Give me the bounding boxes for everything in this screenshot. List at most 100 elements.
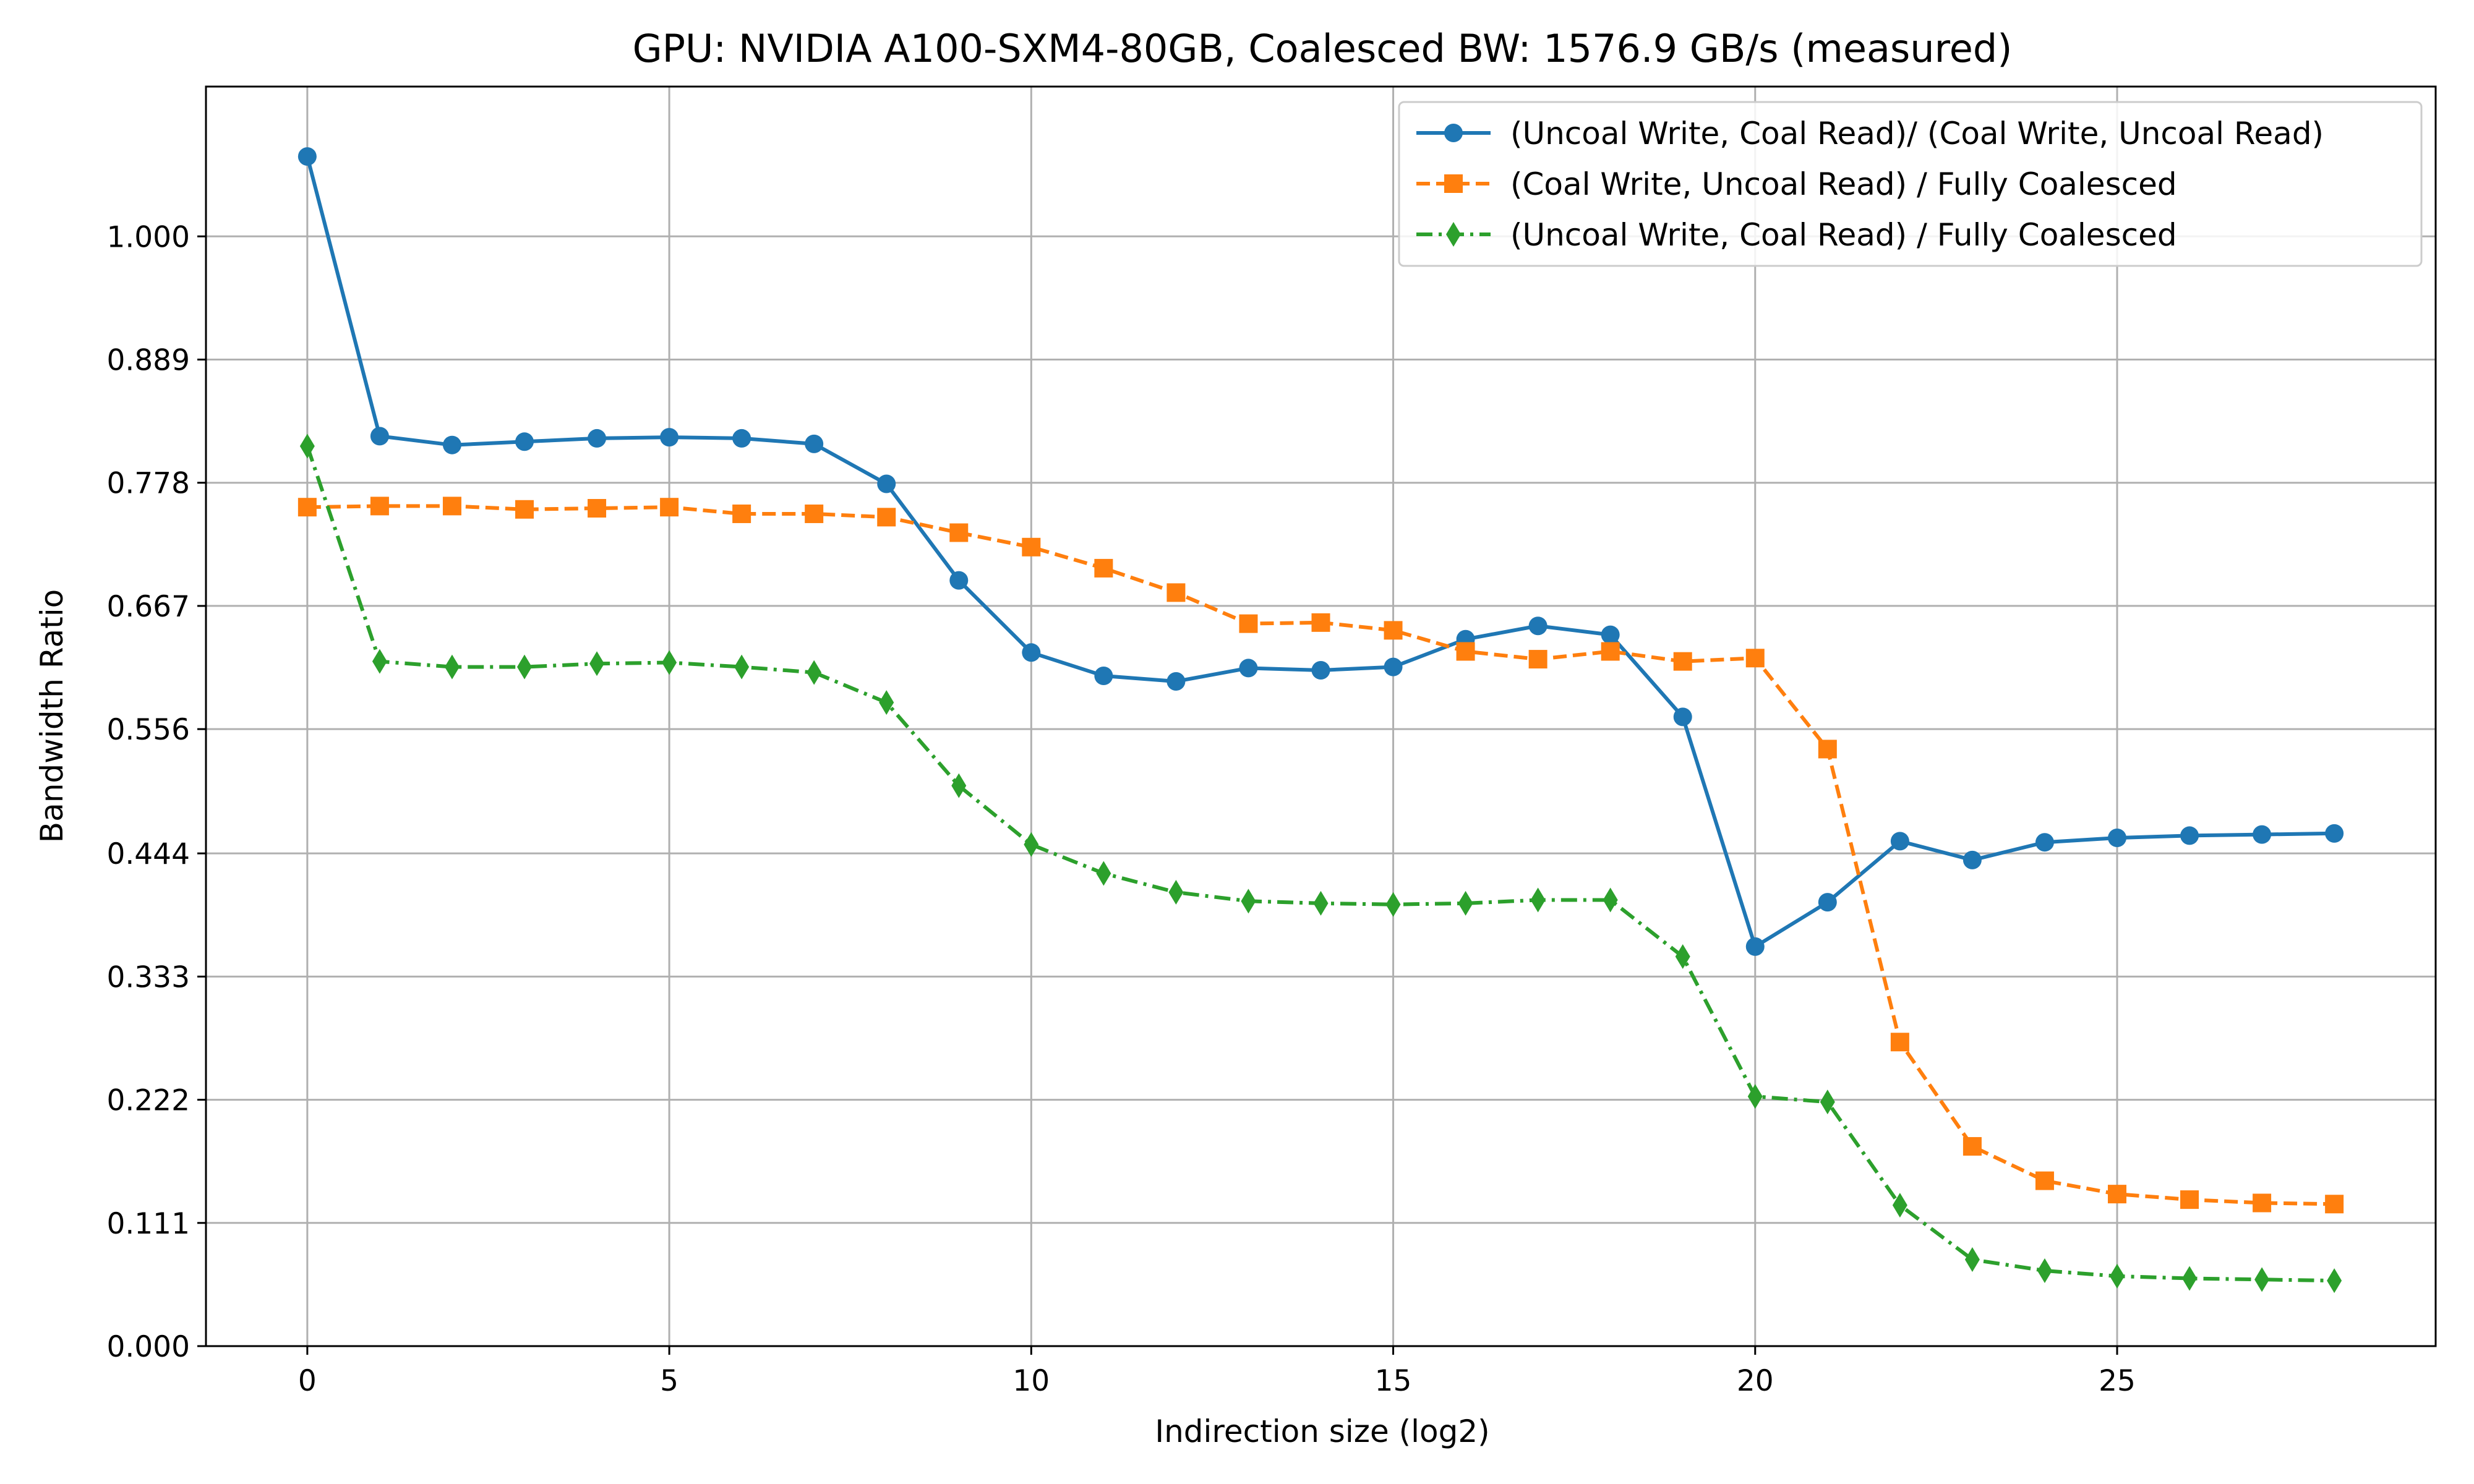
data-point	[2182, 1266, 2198, 1291]
data-point	[2110, 1263, 2125, 1289]
data-point	[1239, 614, 1258, 633]
data-point	[1820, 1090, 1835, 1115]
data-point	[949, 571, 969, 590]
data-point	[442, 435, 461, 454]
legend-marker	[1444, 174, 1463, 193]
data-point	[2180, 1190, 2199, 1209]
legend-label: (Coal Write, Uncoal Read) / Fully Coales…	[1510, 166, 2177, 202]
x-tick-label: 5	[660, 1364, 678, 1398]
legend-item: (Uncoal Write, Coal Read) / Fully Coales…	[1416, 217, 2177, 253]
data-point	[1890, 1033, 1909, 1052]
data-point	[515, 500, 534, 519]
y-tick-label: 0.444	[106, 837, 190, 871]
legend-marker	[1446, 222, 1461, 247]
data-point	[2180, 826, 2199, 845]
data-point	[877, 508, 896, 527]
series-layer	[297, 147, 2344, 1294]
x-tick-label: 10	[1012, 1364, 1050, 1398]
data-point	[517, 654, 532, 680]
x-tick-label: 0	[298, 1364, 317, 1398]
y-gridlines	[206, 235, 2436, 1347]
data-point	[1166, 672, 1186, 691]
data-point	[299, 433, 315, 459]
data-point	[589, 651, 605, 676]
y-tick-label: 0.222	[106, 1084, 190, 1118]
x-tick-label: 15	[1375, 1364, 1412, 1398]
legend-label: (Uncoal Write, Coal Read)/ (Coal Write, …	[1510, 116, 2324, 151]
data-point	[1168, 879, 1184, 905]
legend-item: (Uncoal Write, Coal Read)/ (Coal Write, …	[1416, 116, 2324, 151]
data-point	[1528, 616, 1547, 636]
data-point	[2254, 1267, 2270, 1292]
data-point	[370, 497, 389, 516]
series-2	[297, 497, 2344, 1214]
data-point	[805, 504, 824, 523]
data-point	[660, 498, 679, 517]
data-point	[297, 498, 317, 517]
data-point	[2325, 1195, 2344, 1214]
data-point	[2253, 825, 2272, 844]
data-point	[297, 147, 317, 166]
y-axis: 0.000 0.111 0.222 0.333 0.444 0.556 0.667 0.778…	[106, 220, 206, 1364]
data-point	[2325, 824, 2344, 843]
data-point	[1096, 861, 1111, 886]
y-tick-label: 0.333	[106, 960, 190, 994]
data-point	[1818, 893, 1837, 912]
data-point	[1601, 625, 1620, 644]
data-point	[2108, 1185, 2126, 1204]
data-point	[372, 649, 387, 674]
plot-area	[206, 87, 2436, 1346]
data-point	[1094, 666, 1113, 685]
x-tick-label: 20	[1737, 1364, 1774, 1398]
data-point	[2035, 1171, 2054, 1190]
data-point	[662, 650, 677, 675]
data-point	[1384, 621, 1403, 640]
plot-frame	[205, 85, 2437, 1347]
data-point	[949, 523, 969, 542]
x-gridlines	[306, 87, 2118, 1346]
data-point	[2035, 833, 2054, 852]
data-point	[951, 773, 967, 798]
legend-marker	[1444, 124, 1463, 142]
data-point	[732, 429, 751, 448]
data-point	[1311, 613, 1330, 632]
data-point	[1963, 850, 1982, 869]
data-point	[2037, 1258, 2052, 1283]
data-point	[1456, 642, 1475, 661]
data-point	[1385, 892, 1401, 917]
data-point	[807, 660, 822, 685]
x-axis: 0 5 10 15 20 25	[298, 1346, 2136, 1398]
data-point	[442, 497, 461, 516]
data-point	[370, 427, 389, 446]
data-point	[1673, 652, 1692, 671]
data-point	[1311, 661, 1330, 680]
data-point	[1963, 1136, 1982, 1156]
data-point	[1022, 643, 1041, 662]
legend-label: (Uncoal Write, Coal Read) / Fully Coales…	[1510, 217, 2177, 253]
x-axis-label: Indirection size (log2)	[1155, 1414, 1489, 1449]
data-point	[1673, 707, 1692, 727]
data-point	[1094, 558, 1113, 578]
data-point	[877, 474, 896, 493]
data-point	[588, 429, 607, 448]
data-point	[2327, 1268, 2342, 1294]
y-tick-label: 0.556	[106, 713, 190, 747]
data-point	[588, 498, 607, 518]
data-point	[660, 428, 679, 447]
data-point	[1745, 649, 1765, 668]
legend-item: (Coal Write, Uncoal Read) / Fully Coales…	[1416, 166, 2177, 202]
y-axis-label: Bandwidth Ratio	[34, 589, 70, 843]
data-point	[732, 504, 751, 523]
y-tick-label: 0.111	[106, 1207, 190, 1241]
data-point	[1384, 657, 1403, 676]
data-point	[1458, 890, 1473, 916]
y-tick-label: 0.000	[106, 1330, 190, 1364]
data-point	[1022, 537, 1041, 556]
data-point	[1530, 887, 1546, 913]
data-point	[1239, 659, 1258, 678]
chart-title: GPU: NVIDIA A100-SXM4-80GB, Coalesced BW…	[633, 26, 2013, 71]
y-tick-label: 0.889	[106, 343, 190, 377]
data-point	[1675, 944, 1690, 970]
data-point	[1528, 650, 1547, 669]
